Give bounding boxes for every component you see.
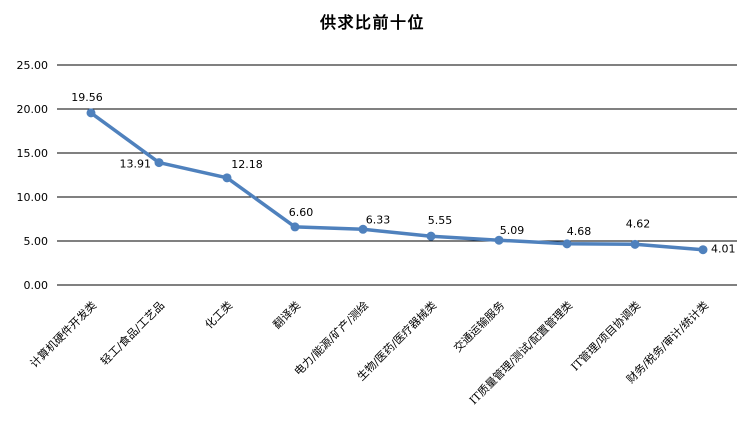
data-point-marker bbox=[426, 231, 436, 241]
data-point-marker bbox=[494, 235, 504, 245]
data-point-label: 5.09 bbox=[500, 224, 525, 237]
data-point-marker bbox=[86, 108, 96, 118]
y-axis-tick-label: 0.00 bbox=[24, 279, 49, 292]
data-point-label: 6.60 bbox=[289, 206, 314, 219]
data-point-marker bbox=[222, 173, 232, 183]
y-axis-tick-label: 10.00 bbox=[17, 191, 49, 204]
x-axis-category-label: 轻工/食品/工艺品 bbox=[98, 298, 168, 368]
data-point-marker bbox=[630, 239, 640, 249]
x-axis-category-label: 交通运输服务 bbox=[451, 298, 508, 355]
y-axis-tick-label: 25.00 bbox=[17, 59, 49, 72]
data-point-marker bbox=[154, 158, 164, 168]
data-point-label: 5.55 bbox=[428, 214, 453, 227]
x-axis-category-label: 化工类 bbox=[202, 298, 235, 331]
data-point-marker bbox=[698, 245, 708, 255]
data-point-label: 4.68 bbox=[567, 225, 592, 238]
x-axis-category-label: 电力/能源/矿产/测绘 bbox=[291, 298, 371, 378]
x-axis-category-label: 翻译类 bbox=[270, 298, 303, 331]
data-point-label: 4.01 bbox=[711, 243, 736, 256]
data-point-marker bbox=[562, 239, 572, 249]
data-point-marker bbox=[358, 224, 368, 234]
x-axis-category-label: 计算机硬件开发类 bbox=[27, 298, 99, 370]
y-axis-tick-label: 15.00 bbox=[17, 147, 49, 160]
chart-title: 供求比前十位 bbox=[319, 13, 425, 32]
y-axis-tick-label: 5.00 bbox=[24, 235, 49, 248]
data-point-label: 12.18 bbox=[231, 158, 263, 171]
data-point-label: 13.91 bbox=[120, 158, 152, 171]
x-axis-category-label: IT管理/项目协调类 bbox=[568, 298, 643, 373]
data-point-marker bbox=[290, 222, 300, 232]
y-axis-tick-label: 20.00 bbox=[17, 103, 49, 116]
series-line bbox=[89, 111, 705, 252]
data-point-label: 6.33 bbox=[366, 213, 391, 226]
data-point-label: 4.62 bbox=[626, 217, 651, 230]
data-point-label: 19.56 bbox=[71, 91, 103, 104]
